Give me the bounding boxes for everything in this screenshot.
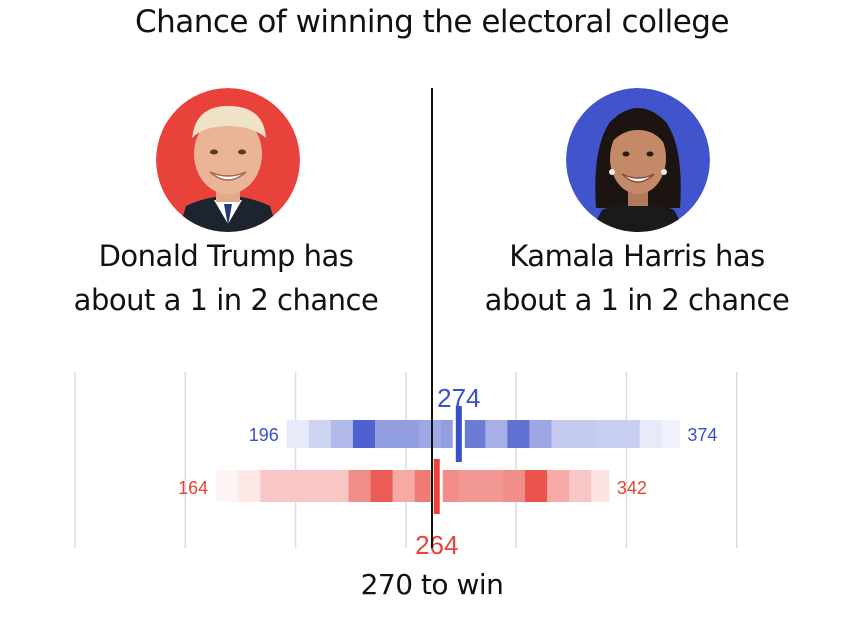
trump-chance-text: Donald Trump has about a 1 in 2 chance [56, 234, 396, 322]
harris-avatar [566, 88, 710, 232]
range-min-label: 164 [178, 478, 208, 498]
median-label: 274 [437, 383, 480, 413]
heat-cell [286, 420, 310, 448]
heat-cell [282, 470, 305, 502]
median-marker [455, 406, 462, 462]
chart-title: Chance of winning the electoral college [134, 4, 730, 40]
heat-cell [375, 420, 398, 448]
win-threshold-label: 270 to win [360, 568, 504, 601]
heat-cell [308, 420, 332, 448]
heat-cell [238, 470, 261, 502]
heat-cell [392, 470, 416, 502]
heat-cell [458, 470, 482, 502]
heat-cell [330, 420, 354, 448]
heat-cell [304, 470, 327, 502]
heat-cell [326, 470, 350, 502]
heat-cell [485, 420, 508, 448]
trump-chance-line2: about a 1 in 2 chance [73, 283, 379, 317]
harris-chance-text: Kamala Harris has about a 1 in 2 chance [467, 234, 807, 322]
range-min-label: 196 [249, 425, 279, 445]
range-max-label: 342 [617, 478, 647, 498]
median-label: 264 [415, 530, 458, 560]
heat-cell [591, 470, 610, 502]
heat-cell [216, 470, 239, 502]
heat-cell [370, 470, 394, 502]
heat-cell [480, 470, 504, 502]
trump-avatar [156, 88, 300, 232]
heat-cell [617, 420, 641, 448]
heat-cell [348, 470, 372, 502]
heat-cell [573, 420, 597, 448]
heat-cell [397, 420, 420, 448]
heat-cell [551, 420, 575, 448]
heat-cell [352, 420, 376, 448]
harris-chance-line1: Kamala Harris has [509, 239, 765, 273]
heat-cell [260, 470, 283, 502]
heat-cell [547, 470, 570, 502]
heat-cell [595, 420, 619, 448]
range-max-label: 374 [687, 425, 717, 445]
heat-cell [639, 420, 663, 448]
harris-chance-line2: about a 1 in 2 chance [484, 283, 790, 317]
trump-chance-line1: Donald Trump has [98, 239, 354, 273]
median-marker [433, 459, 440, 514]
heat-cell [502, 470, 526, 502]
heat-cell [463, 420, 486, 448]
heat-cell [525, 470, 548, 502]
heat-cell [569, 470, 592, 502]
heat-cell [529, 420, 552, 448]
heat-cell [507, 420, 530, 448]
heat-cell [661, 420, 680, 448]
heat-cell [419, 420, 442, 448]
270-threshold-line [431, 88, 433, 548]
